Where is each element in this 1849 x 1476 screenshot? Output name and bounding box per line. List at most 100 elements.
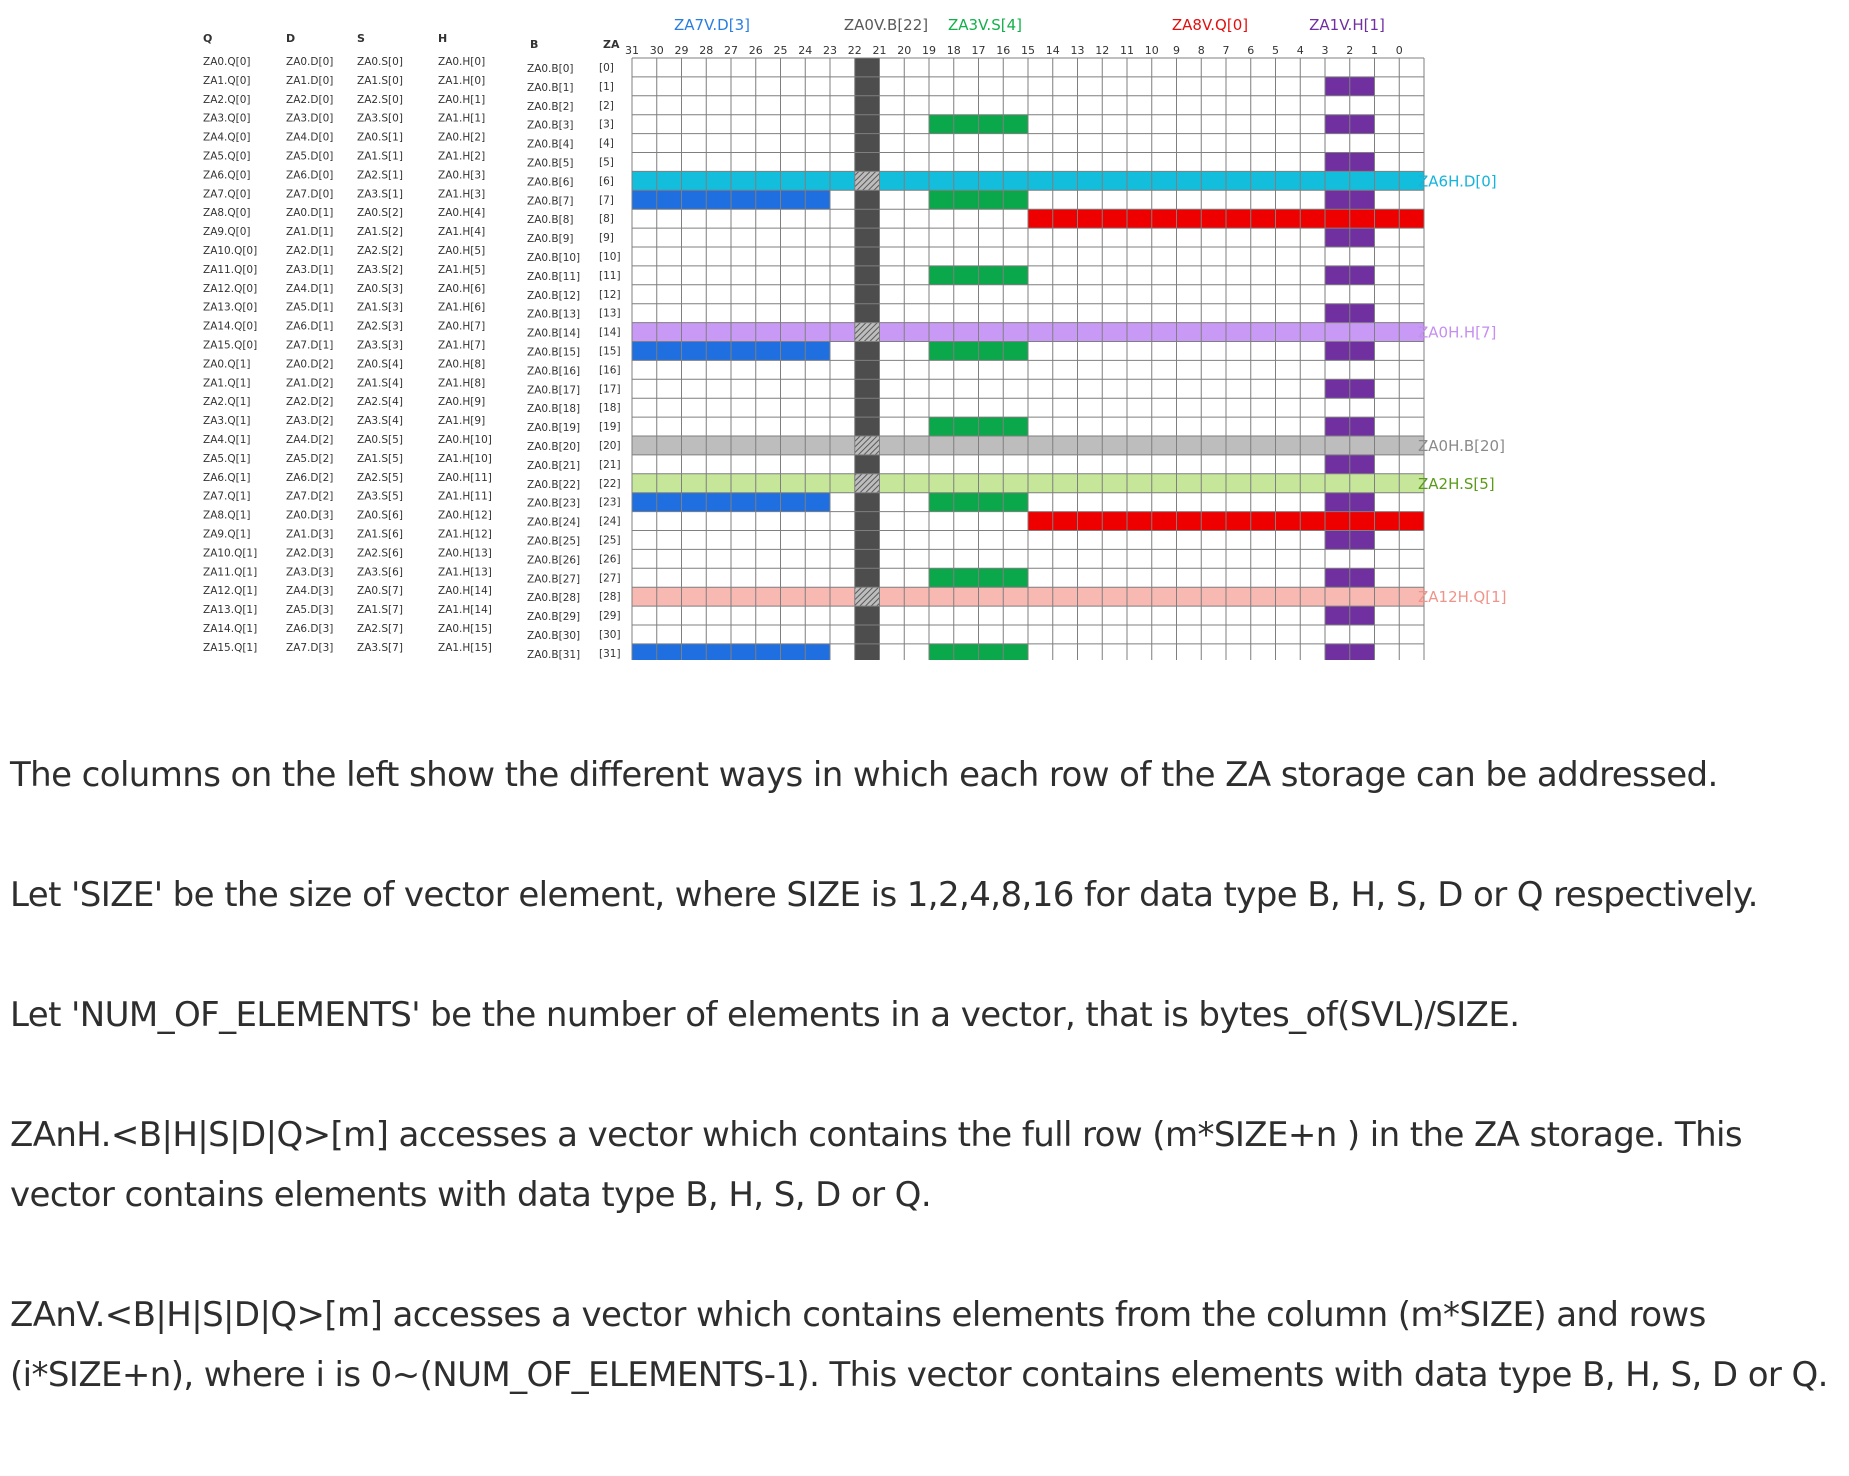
row-label-q: ZA10.Q[1] <box>203 547 257 559</box>
row-label-d: ZA2.D[1] <box>286 245 333 257</box>
row-label-s: ZA0.S[0] <box>357 56 403 68</box>
vertical-vector-labels: ZA7V.D[3] ZA0V.B[22] ZA3V.S[4] ZA8V.Q[0] ZA1… <box>674 16 1385 34</box>
row-label-s: ZA0.S[7] <box>357 585 403 597</box>
row-label-b: ZA0.B[25] <box>527 536 580 548</box>
row-label-d: ZA1.D[0] <box>286 75 333 87</box>
row-label-q: ZA12.Q[1] <box>203 585 257 597</box>
row-label-h: ZA0.H[2] <box>438 132 485 144</box>
row-label-h: ZA1.H[7] <box>438 340 485 352</box>
row-label-za: [5] <box>599 157 614 169</box>
row-label-b: ZA0.B[19] <box>527 422 580 434</box>
row-label-q: ZA11.Q[1] <box>203 566 257 578</box>
row-label-za: [24] <box>599 516 621 528</box>
row-label-b: ZA0.B[4] <box>527 139 573 151</box>
vertical-cell <box>854 76 880 96</box>
row-label-h: ZA0.H[1] <box>438 94 485 106</box>
row-label-q: ZA12.Q[0] <box>203 283 257 295</box>
row-label-za: [27] <box>599 572 621 584</box>
row-label-q: ZA5.Q[1] <box>203 453 251 465</box>
row-label-d: ZA1.D[1] <box>286 226 333 238</box>
row-label-q: ZA4.Q[1] <box>203 434 251 446</box>
row-label-d: ZA5.D[3] <box>286 604 333 616</box>
bit-label: 23 <box>823 44 837 57</box>
row-label-za: [4] <box>599 138 614 150</box>
row-label-q: ZA7.Q[0] <box>203 188 251 200</box>
row-label-s: ZA2.S[4] <box>357 396 403 408</box>
row-label-b: ZA0.B[18] <box>527 403 580 415</box>
row-label-b: ZA0.B[9] <box>527 233 573 245</box>
row-label-s: ZA0.S[5] <box>357 434 403 446</box>
paragraph-vertical-access: ZAnV.<B|H|S|D|Q>[m] accesses a vector wh… <box>10 1295 1828 1395</box>
bit-label: 2 <box>1346 44 1353 57</box>
row-label-za: [14] <box>599 327 621 339</box>
vertical-cell <box>854 454 880 474</box>
row-label-b: ZA0.B[7] <box>527 195 573 207</box>
row-label-d: ZA2.D[3] <box>286 547 333 559</box>
paragraph-addressing: The columns on the left show the differe… <box>10 755 1718 795</box>
row-label-d: ZA4.D[2] <box>286 434 333 446</box>
row-label-h: ZA0.H[11] <box>438 472 492 484</box>
row-label-q: ZA0.Q[1] <box>203 358 251 370</box>
row-label-q: ZA3.Q[0] <box>203 113 251 125</box>
row-label-s: ZA0.S[6] <box>357 510 403 522</box>
vertical-cell <box>854 322 880 342</box>
bit-label: 5 <box>1272 44 1279 57</box>
bit-label: 30 <box>650 44 664 57</box>
horizontal-vector-label: ZA2H.S[5] <box>1418 475 1495 493</box>
row-label-za: [8] <box>599 213 614 225</box>
vertical-cell <box>854 95 880 115</box>
row-label-d: ZA2.D[2] <box>286 396 333 408</box>
row-label-q: ZA4.Q[0] <box>203 132 251 144</box>
bit-label: 14 <box>1046 44 1060 57</box>
row-label-q: ZA6.Q[0] <box>203 169 251 181</box>
row-label-s: ZA2.S[1] <box>357 169 403 181</box>
bit-label: 10 <box>1145 44 1159 57</box>
row-label-b: ZA0.B[13] <box>527 309 580 321</box>
row-label-d: ZA0.D[2] <box>286 358 333 370</box>
bit-label: 31 <box>625 44 639 57</box>
row-label-s: ZA1.S[6] <box>357 529 403 541</box>
row-label-d: ZA3.D[3] <box>286 566 333 578</box>
row-label-b: ZA0.B[12] <box>527 290 580 302</box>
vertical-vector-label: ZA1V.H[1] <box>1309 16 1385 34</box>
row-label-h: ZA0.H[0] <box>438 56 485 68</box>
row-label-b: ZA0.B[28] <box>527 592 580 604</box>
row-label-d: ZA4.D[3] <box>286 585 333 597</box>
bit-label: 19 <box>922 44 936 57</box>
vertical-cell <box>854 247 880 266</box>
row-label-q: ZA3.Q[1] <box>203 415 251 427</box>
row-label-d: ZA4.D[1] <box>286 283 333 295</box>
column-header: ZA <box>603 38 620 51</box>
bit-label: 20 <box>897 44 911 57</box>
row-label-s: ZA3.S[4] <box>357 415 403 427</box>
row-label-d: ZA7.D[2] <box>286 491 333 503</box>
vertical-cell <box>854 190 880 210</box>
row-label-b: ZA0.B[20] <box>527 441 580 453</box>
row-label-h: ZA0.H[14] <box>438 585 492 597</box>
vertical-cell <box>854 473 880 493</box>
row-label-h: ZA1.H[1] <box>438 113 485 125</box>
column-header: S <box>357 32 365 45</box>
row-label-h: ZA0.H[10] <box>438 434 492 446</box>
bit-label: 22 <box>848 44 862 57</box>
row-label-s: ZA3.S[3] <box>357 340 403 352</box>
row-label-b: ZA0.B[6] <box>527 176 573 188</box>
row-label-h: ZA1.H[0] <box>438 75 485 87</box>
vertical-cell <box>854 417 880 436</box>
row-label-h: ZA1.H[9] <box>438 415 485 427</box>
row-label-q: ZA8.Q[0] <box>203 207 251 219</box>
vertical-cell <box>854 341 880 361</box>
row-label-h: ZA0.H[7] <box>438 321 485 333</box>
row-label-s: ZA1.S[4] <box>357 377 403 389</box>
vertical-cell <box>854 152 880 172</box>
row-label-d: ZA1.D[3] <box>286 529 333 541</box>
vertical-vector-label: ZA7V.D[3] <box>674 16 750 34</box>
vertical-cell <box>854 398 880 418</box>
row-label-h: ZA1.H[6] <box>438 302 485 314</box>
row-label-s: ZA1.S[3] <box>357 302 403 314</box>
vertical-cell <box>854 360 880 380</box>
row-label-h: ZA0.H[9] <box>438 396 485 408</box>
row-label-za: [6] <box>599 175 614 187</box>
row-label-q: ZA9.Q[1] <box>203 529 251 541</box>
row-label-za: [7] <box>599 194 614 206</box>
